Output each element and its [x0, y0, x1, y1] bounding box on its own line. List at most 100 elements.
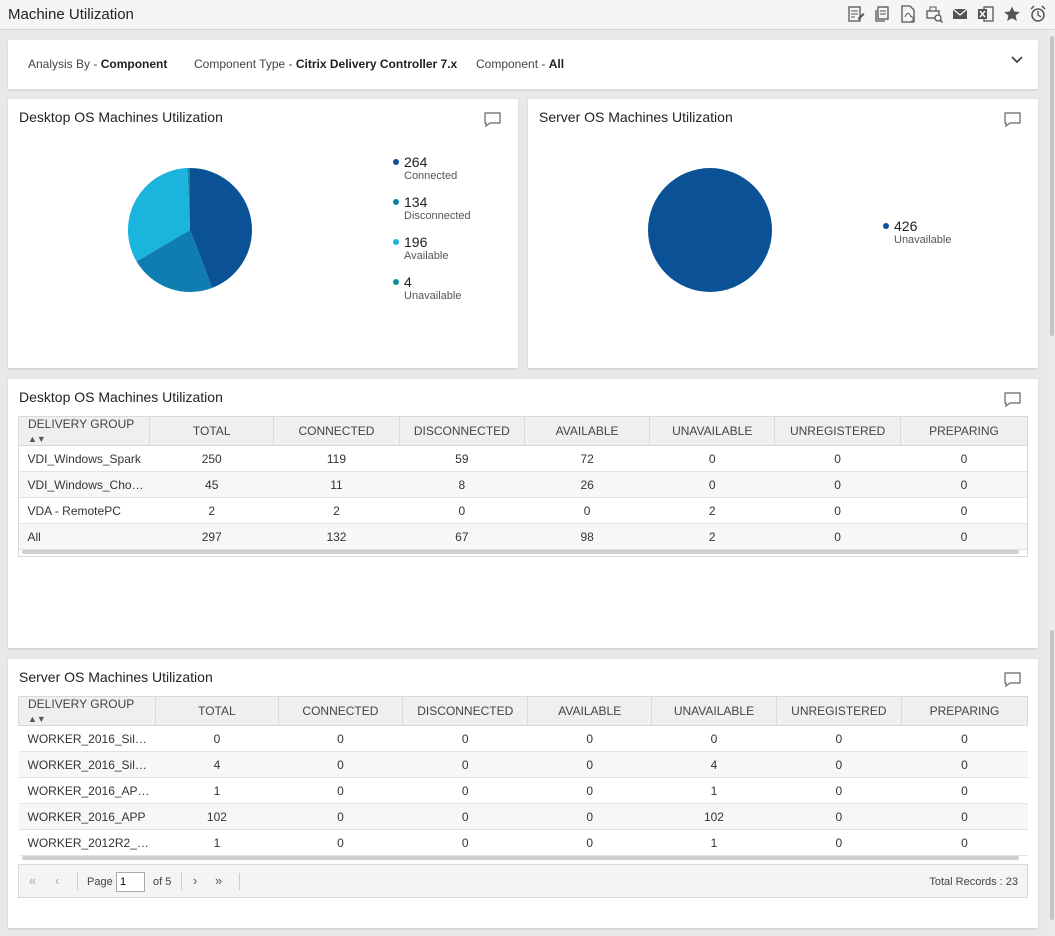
table-cell: 0 — [900, 523, 1028, 550]
favorite-star-icon[interactable] — [1003, 5, 1021, 23]
table-row[interactable]: WORKER_2016_Sil… 4 0 0 0 4 0 0 — [18, 751, 1028, 778]
legend-label: Connected — [404, 170, 458, 182]
column-header[interactable]: AVAILABLE — [524, 416, 651, 446]
table-cell: 98 — [524, 523, 650, 550]
column-header[interactable]: AVAILABLE — [527, 696, 653, 726]
panel-title: Desktop OS Machines Utilization — [19, 389, 223, 405]
column-header[interactable]: CONNECTED — [273, 416, 400, 446]
comment-icon[interactable] — [1004, 112, 1021, 128]
filter-analysis-by[interactable]: Analysis By - Component — [28, 57, 167, 71]
legend-value: 264 — [404, 154, 428, 170]
column-header[interactable]: TOTAL — [155, 696, 279, 726]
table-cell: WORKER_2016_APP — [18, 803, 156, 830]
legend-dot — [393, 279, 399, 285]
column-header-label: UNREGISTERED — [791, 704, 887, 718]
table-row[interactable]: VDI_Windows_Cho… 45 11 8 26 0 0 0 — [18, 471, 1028, 498]
column-header[interactable]: PREPARING — [900, 696, 1029, 726]
column-header[interactable]: UNAVAILABLE — [651, 696, 777, 726]
column-header[interactable]: TOTAL — [149, 416, 275, 446]
table-cell: 0 — [278, 725, 403, 752]
legend-label: Unavailable — [894, 234, 952, 246]
comment-icon[interactable] — [1004, 392, 1021, 408]
table-cell: 0 — [776, 777, 902, 804]
last-page-icon[interactable]: » — [215, 873, 223, 888]
table-row[interactable]: WORKER_2016_APP 102 0 0 0 102 0 0 — [18, 803, 1028, 830]
comment-icon[interactable] — [1004, 672, 1021, 688]
pie-slice-unavailable[interactable] — [648, 168, 772, 292]
column-header[interactable]: CONNECTED — [277, 696, 404, 726]
alarm-clock-icon[interactable] — [1029, 5, 1047, 23]
pager-divider — [77, 873, 78, 890]
page-title: Machine Utilization — [8, 6, 134, 23]
pager-divider — [181, 873, 182, 890]
server-table-hscrollbar[interactable] — [22, 856, 1019, 860]
table-cell: 0 — [900, 471, 1028, 498]
table-cell: 0 — [527, 777, 652, 804]
chevron-down-icon[interactable] — [1010, 53, 1024, 72]
table-cell: 0 — [155, 725, 279, 752]
table-cell: 0 — [402, 803, 528, 830]
table-cell: 0 — [278, 751, 403, 778]
filter-component[interactable]: Component - All — [476, 57, 564, 71]
table-cell: 0 — [900, 445, 1028, 472]
table-cell: WORKER_2016_AP… — [18, 777, 156, 804]
next-page-icon[interactable]: › — [193, 873, 198, 888]
column-header[interactable]: DISCONNECTED — [402, 696, 529, 726]
first-page-icon[interactable]: « — [29, 873, 37, 888]
column-header-label: UNAVAILABLE — [672, 424, 753, 438]
email-icon[interactable] — [951, 5, 969, 23]
table-cell: 0 — [402, 777, 528, 804]
table-cell: WORKER_2016_Sil… — [18, 751, 156, 778]
legend-item-unavailable: 426 Unavailable — [883, 218, 951, 247]
table-row[interactable]: VDA - RemotePC 2 2 0 0 2 0 0 — [18, 497, 1028, 524]
column-header[interactable]: UNAVAILABLE — [649, 416, 776, 446]
table-cell: 0 — [776, 829, 902, 856]
table-row[interactable]: WORKER_2016_AP… 1 0 0 0 1 0 0 — [18, 777, 1028, 804]
page-scrollbar[interactable] — [1049, 30, 1055, 936]
column-header[interactable]: UNREGISTERED — [774, 416, 901, 446]
print-preview-icon[interactable] — [925, 5, 944, 24]
column-header[interactable]: UNREGISTERED — [775, 696, 902, 726]
table-row[interactable]: All 297 132 67 98 2 0 0 — [18, 523, 1028, 550]
table-row[interactable]: WORKER_2016_Sil… 0 0 0 0 0 0 0 — [18, 725, 1028, 752]
table-cell: 0 — [776, 803, 902, 830]
column-header[interactable]: PREPARING — [899, 416, 1029, 446]
table-cell: 102 — [651, 803, 777, 830]
pie-slice-unavailable[interactable] — [187, 168, 190, 230]
table-row[interactable]: VDI_Windows_Spark 250 119 59 72 0 0 0 — [18, 445, 1028, 472]
excel-export-icon[interactable] — [977, 5, 995, 23]
filter-component-type[interactable]: Component Type - Citrix Delivery Control… — [194, 57, 457, 71]
scrollbar-thumb-top[interactable] — [1050, 36, 1054, 336]
sort-icon[interactable]: ▲▼ — [28, 714, 46, 724]
legend-dot — [393, 239, 399, 245]
edit-report-icon[interactable] — [847, 5, 865, 23]
column-header[interactable]: DELIVERY GROUP ▲▼ — [17, 416, 151, 446]
table-row[interactable]: WORKER_2012R2_… 1 0 0 0 1 0 0 — [18, 829, 1028, 856]
pie-slice-available[interactable] — [128, 168, 190, 262]
copy-report-icon[interactable] — [873, 5, 891, 23]
table-cell: 0 — [774, 523, 901, 550]
page-number-input[interactable] — [116, 872, 145, 892]
sort-icon[interactable]: ▲▼ — [28, 434, 46, 444]
column-header-label: DISCONNECTED — [417, 704, 514, 718]
legend-value: 196 — [404, 234, 428, 250]
column-header[interactable]: DELIVERY GROUP ▲▼ — [17, 696, 157, 726]
legend-item-disconnected: 134 Disconnected — [393, 194, 471, 223]
table-cell: 0 — [399, 497, 525, 524]
column-header[interactable]: DISCONNECTED — [398, 416, 526, 446]
legend-item-unavailable: 4 Unavailable — [393, 274, 471, 303]
page-count-label: of 5 — [153, 876, 172, 888]
pie-slice-connected[interactable] — [190, 168, 252, 288]
pie-slice-disconnected[interactable] — [136, 230, 213, 292]
table-cell: 0 — [278, 777, 403, 804]
panel-title: Server OS Machines Utilization — [19, 669, 213, 685]
desktop-table-hscrollbar[interactable] — [22, 550, 1019, 554]
filter-label: Analysis By — [28, 57, 91, 71]
scrollbar-thumb-bottom[interactable] — [1050, 630, 1054, 920]
table-cell: 0 — [649, 471, 775, 498]
pdf-export-icon[interactable] — [899, 5, 917, 23]
prev-page-icon[interactable]: ‹ — [55, 873, 60, 888]
table-cell: 45 — [149, 471, 274, 498]
comment-icon[interactable] — [484, 112, 501, 128]
legend-dot — [393, 199, 399, 205]
